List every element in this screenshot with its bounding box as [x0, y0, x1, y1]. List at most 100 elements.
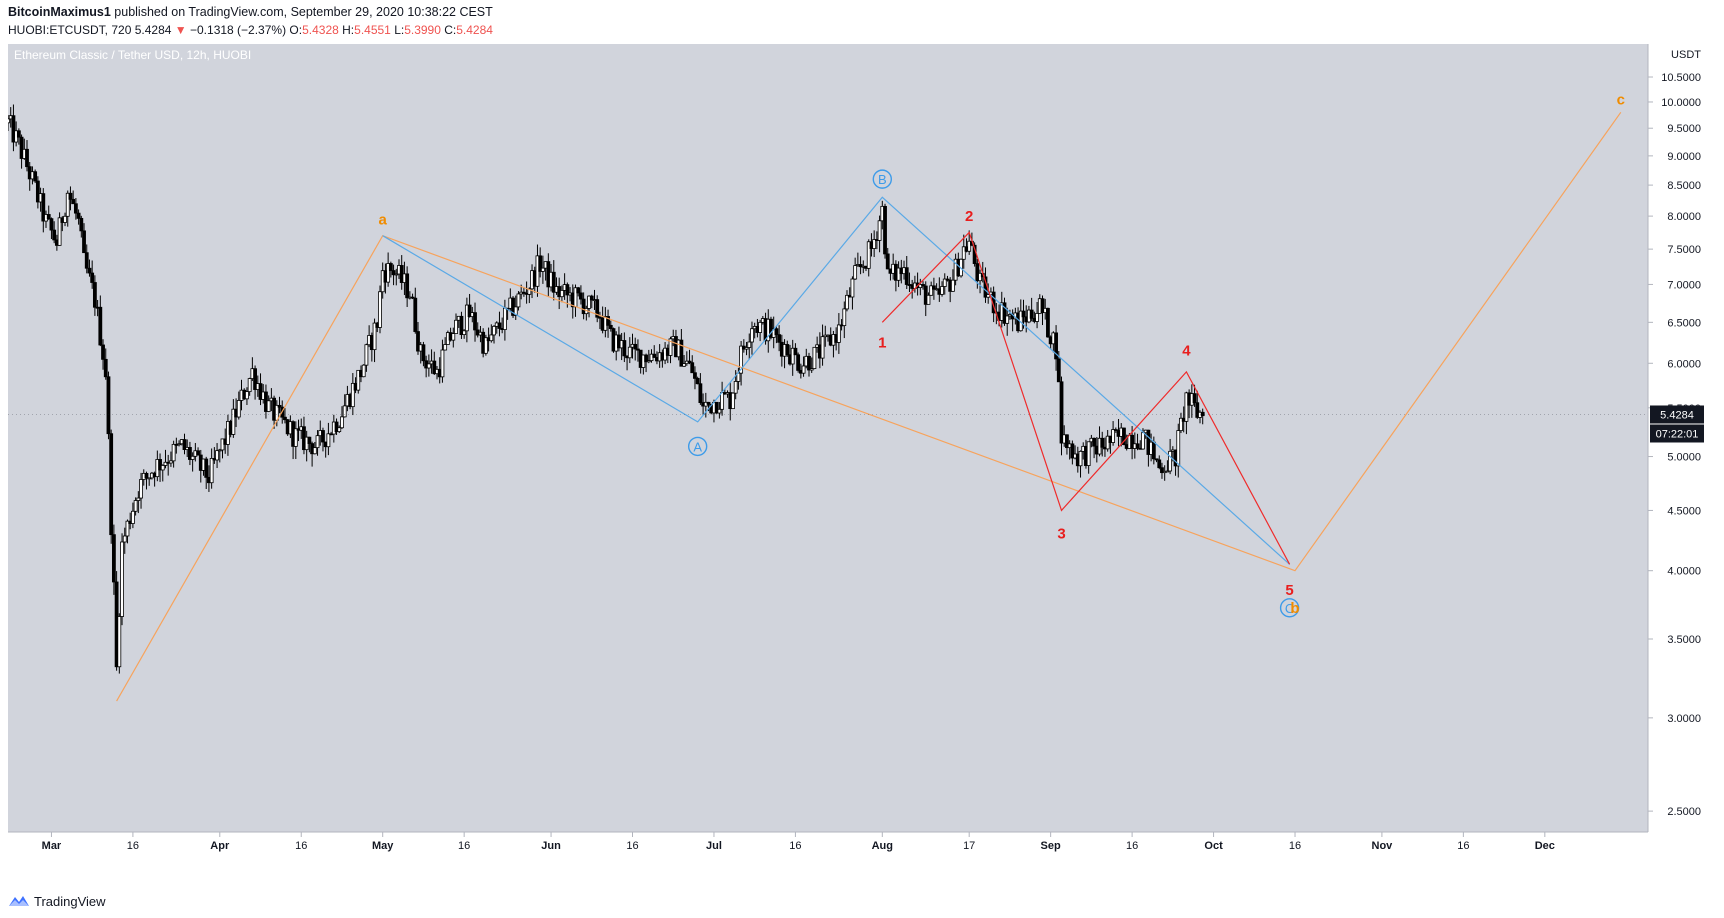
time-axis[interactable] — [8, 832, 1716, 882]
candle-body — [627, 346, 632, 359]
tradingview-logo-icon[interactable] — [8, 894, 30, 908]
price-chart[interactable]: Ethereum Classic / Tether USD, 12h, HUOB… — [6, 44, 1716, 882]
candle-body — [714, 401, 719, 414]
x-tick-label: 16 — [295, 840, 307, 852]
candle-body — [885, 253, 890, 270]
y-tick-label: 6.5000 — [1667, 317, 1701, 329]
candle-body — [388, 263, 393, 271]
candle-body — [877, 220, 882, 241]
low-value: 5.3990 — [404, 23, 441, 37]
candle-body — [606, 316, 610, 326]
candle-body — [820, 336, 825, 359]
candle-body — [372, 322, 377, 351]
down-arrow-icon: ▼ — [174, 23, 187, 37]
candle-body — [231, 408, 236, 435]
x-tick-label: 16 — [789, 840, 801, 852]
candle-body — [812, 346, 817, 370]
wave-label-5: 5 — [1285, 582, 1293, 599]
x-tick-label: Nov — [1372, 840, 1394, 852]
candle-body — [1122, 427, 1126, 445]
candle-body — [378, 291, 382, 328]
footer: TradingView — [8, 890, 106, 912]
candle-body — [1046, 307, 1050, 338]
candle-body — [698, 383, 703, 403]
wave-label-2: 2 — [965, 208, 973, 225]
candle-body — [940, 286, 944, 295]
candle-body — [87, 267, 92, 274]
candle-body — [160, 465, 165, 471]
candle-body — [98, 306, 103, 346]
candle-body — [872, 239, 877, 249]
candle-body — [416, 331, 420, 352]
candle-body — [204, 458, 209, 478]
candle-body — [1160, 467, 1164, 474]
candle-body — [483, 337, 488, 354]
candle-body — [136, 497, 141, 501]
candle-body — [245, 391, 249, 400]
candle-body — [76, 212, 81, 219]
candle-body — [1059, 381, 1064, 444]
wave-lines[interactable] — [116, 111, 1622, 702]
candle-body — [440, 349, 445, 378]
candle-body — [307, 436, 312, 444]
candle-body — [315, 435, 320, 449]
candle-body — [733, 381, 738, 394]
candle-body — [451, 333, 456, 341]
candle-body — [750, 328, 754, 343]
candle-body — [695, 377, 700, 385]
candle-body — [73, 203, 78, 214]
candle-body — [6, 118, 10, 124]
candle-body — [92, 282, 97, 308]
chart-area[interactable]: Ethereum Classic / Tether USD, 12h, HUOB… — [6, 44, 1716, 882]
x-tick-label: 16 — [1289, 840, 1301, 852]
countdown-value: 07:22:01 — [1656, 428, 1699, 440]
candle-body — [1184, 392, 1189, 422]
candle-body — [394, 273, 399, 276]
close-value: 5.4284 — [456, 23, 493, 37]
last-price: 5.4284 — [134, 23, 172, 37]
wave-line-orange — [116, 111, 1622, 702]
change-value: −0.1318 (−2.37%) — [190, 23, 287, 37]
tradingview-brand[interactable]: TradingView — [34, 893, 106, 909]
candle-body — [277, 404, 282, 408]
candle-body — [896, 267, 901, 281]
candle-body — [1092, 437, 1096, 447]
candle-body — [326, 433, 331, 448]
wave-label-4: 4 — [1182, 343, 1191, 360]
candle-body — [836, 324, 841, 343]
candle-body — [581, 298, 586, 315]
x-tick-label: Mar — [42, 840, 62, 852]
candle-body — [679, 339, 684, 367]
candle-body — [926, 294, 931, 305]
candle-body — [79, 217, 84, 232]
candle-body — [1154, 458, 1159, 461]
y-tick-label: 9.0000 — [1667, 151, 1701, 163]
candle-body — [587, 295, 591, 309]
candle-body — [63, 215, 67, 223]
publisher-name[interactable]: BitcoinMaximus1 — [8, 5, 111, 19]
x-axis-ticks: Mar 16 Apr 16 May 16 Jun 16 Jul 16 Aug 17 Sep 16 Oct 16… — [42, 832, 1555, 852]
chart-header: BitcoinMaximus1 published on TradingView… — [0, 0, 1724, 44]
candle-body — [171, 443, 176, 462]
x-tick-label: 16 — [458, 840, 470, 852]
candle-body — [931, 285, 936, 290]
candle-body — [717, 408, 722, 414]
candle-body — [538, 255, 543, 272]
candle-body — [65, 192, 70, 217]
candle-body — [236, 400, 241, 418]
wave-label-a: a — [379, 211, 388, 228]
candle-body — [283, 416, 287, 421]
candle-body — [1176, 430, 1181, 467]
y-tick-label: 9.5000 — [1667, 123, 1701, 135]
candle-body — [521, 291, 526, 294]
candle-body — [106, 376, 111, 435]
close-label: C: — [444, 23, 457, 37]
candle-body — [117, 616, 122, 668]
x-tick-label: Sep — [1041, 840, 1061, 852]
candle-body — [1029, 309, 1034, 319]
candle-body — [49, 218, 54, 231]
x-tick-label: 16 — [1457, 840, 1469, 852]
candle-body — [853, 265, 858, 280]
candle-body — [1141, 432, 1145, 450]
y-tick-label: 8.5000 — [1667, 180, 1701, 192]
